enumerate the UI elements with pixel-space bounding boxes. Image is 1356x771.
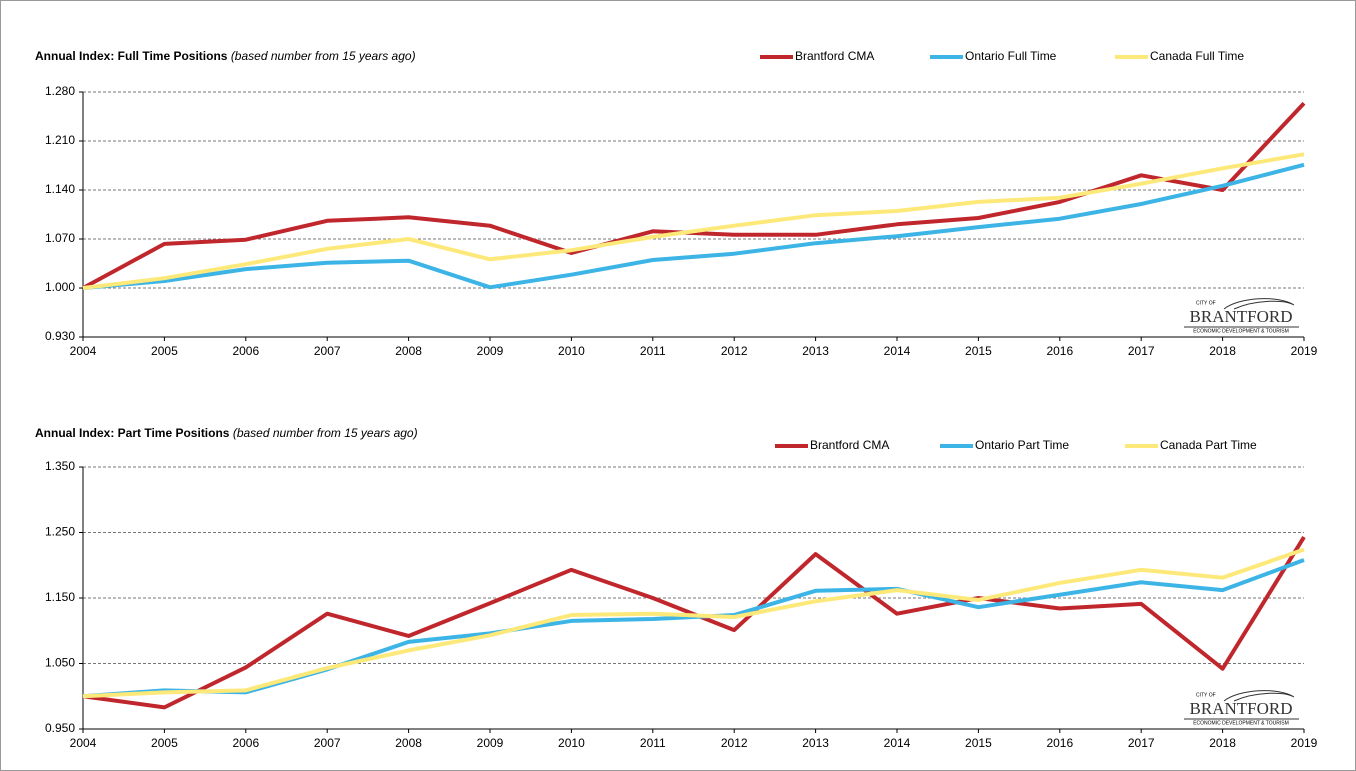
y-tick-label: 1.350 [45,459,75,473]
x-tick-label: 2009 [477,344,504,358]
x-tick-label: 2018 [1209,736,1236,750]
x-tick-label: 2012 [721,344,748,358]
chart-title: Annual Index: Part Time Positions (based… [35,426,418,440]
x-tick-label: 2004 [70,736,97,750]
x-tick-label: 2015 [965,736,992,750]
logo-swoosh [1223,298,1295,310]
y-tick-label: 1.000 [45,280,75,294]
x-tick-label: 2009 [477,736,504,750]
logo-tagline: ECONOMIC DEVELOPMENT & TOURISM [1193,720,1289,726]
x-tick-label: 2014 [884,344,911,358]
logo-name: BRANTFORD [1190,307,1293,326]
x-tick-label: 2006 [232,736,259,750]
x-tick-label: 2008 [395,344,422,358]
legend-label: Ontario Part Time [975,438,1069,452]
chart-subtitle: (based number from 15 years ago) [231,49,416,63]
x-tick-label: 2015 [965,344,992,358]
x-tick-label: 2013 [802,736,829,750]
series-line [82,547,1305,699]
x-tick-label: 2005 [151,344,178,358]
x-tick-label: 2012 [721,736,748,750]
y-tick-label: 1.140 [45,182,75,196]
y-tick-label: 0.930 [45,329,75,343]
x-tick-label: 2016 [1046,736,1073,750]
x-tick-label: 2011 [640,344,666,358]
logo-city: CITY OF [1196,300,1216,306]
y-tick-label: 1.250 [45,525,75,539]
y-tick-label: 1.210 [45,133,75,147]
x-tick-label: 2007 [314,344,341,358]
chart-title: Annual Index: Part Time Positions [35,426,230,440]
x-tick-label: 2010 [558,344,585,358]
legend-label: Brantford CMA [810,438,889,452]
x-tick-label: 2008 [395,736,422,750]
x-tick-label: 2014 [884,736,911,750]
y-tick-label: 1.150 [45,590,75,604]
x-tick-label: 2017 [1128,736,1155,750]
x-tick-label: 2013 [802,344,829,358]
x-tick-label: 2005 [151,736,178,750]
y-tick-label: 1.050 [45,656,75,670]
x-tick-label: 2007 [314,736,341,750]
legend-label: Canada Part Time [1160,438,1257,452]
logo-city: CITY OF [1196,692,1216,698]
series-line [82,152,1305,290]
x-tick-label: 2018 [1209,344,1236,358]
chart-title: Annual Index: Full Time Positions (based… [35,49,416,63]
chart-subtitle: (based number from 15 years ago) [233,426,418,440]
logo-swoosh [1223,690,1295,702]
legend-label: Brantford CMA [795,49,874,63]
logo-tagline: ECONOMIC DEVELOPMENT & TOURISM [1193,328,1289,334]
chart-title: Annual Index: Full Time Positions [35,49,228,63]
series-line [82,162,1305,290]
logo-name: BRANTFORD [1190,699,1293,718]
y-tick-label: 1.070 [45,231,75,245]
x-tick-label: 2017 [1128,344,1155,358]
y-tick-label: 0.950 [45,721,75,735]
x-tick-label: 2016 [1046,344,1073,358]
x-tick-label: 2011 [640,736,666,750]
x-tick-label: 2010 [558,736,585,750]
legend-label: Canada Full Time [1150,49,1244,63]
x-tick-label: 2019 [1291,736,1318,750]
legend-label: Ontario Full Time [965,49,1057,63]
x-tick-label: 2004 [70,344,97,358]
y-tick-label: 1.280 [45,84,75,98]
x-tick-label: 2019 [1291,344,1318,358]
x-tick-label: 2006 [232,344,259,358]
